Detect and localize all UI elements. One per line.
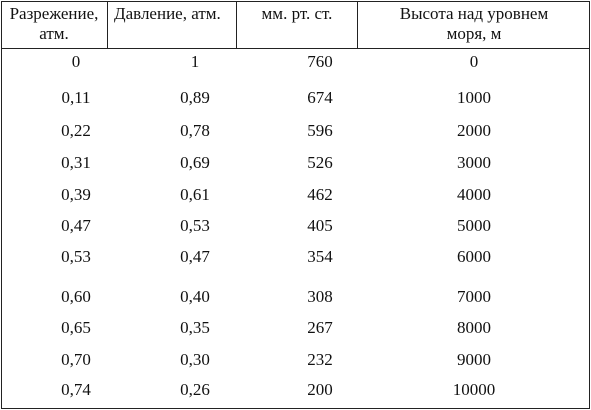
table-cell: 760: [307, 52, 333, 71]
table-cell: 0,40: [180, 287, 210, 306]
table-cell: 5000: [457, 216, 491, 235]
table-cell: 596: [307, 121, 333, 140]
table-cell: 4000: [457, 185, 491, 204]
table-cell: 0,35: [180, 318, 210, 337]
table-cell: 0,11: [61, 88, 91, 107]
table-cell: 2000: [457, 121, 491, 140]
table-cell: 0,60: [61, 287, 91, 306]
table-cell: 526: [307, 153, 333, 172]
table-cell: 354: [307, 247, 333, 266]
table-cell: 232: [307, 350, 333, 369]
table-cell: 0,39: [61, 185, 91, 204]
table-cell: 0,31: [61, 153, 91, 172]
table-cell: 308: [307, 287, 333, 306]
header-divider: [107, 1, 108, 48]
table-cell: 674: [307, 88, 333, 107]
header-cell: мм. рт. ст.: [261, 4, 333, 23]
table-cell: 405: [307, 216, 333, 235]
table-cell: 0: [469, 52, 479, 71]
header-divider: [236, 1, 237, 48]
table-cell: 0,47: [180, 247, 210, 266]
table-cell: 0,89: [180, 88, 210, 107]
table-cell: 200: [307, 380, 333, 399]
header-rule: [1, 48, 590, 49]
table-cell: 0: [71, 52, 81, 71]
table-cell: 0,61: [180, 185, 210, 204]
table-cell: 3000: [457, 153, 491, 172]
table-cell: 1: [190, 52, 200, 71]
header-cell: Высота над уровнем моря, м: [399, 4, 549, 43]
table-cell: 462: [307, 185, 333, 204]
table-cell: 7000: [457, 287, 491, 306]
header-divider: [357, 1, 358, 48]
table-cell: 9000: [457, 350, 491, 369]
table-cell: 0,47: [61, 216, 91, 235]
table-cell: 267: [307, 318, 333, 337]
table-cell: 0,69: [180, 153, 210, 172]
table-cell: 0,65: [61, 318, 91, 337]
table-cell: 1000: [457, 88, 491, 107]
header-cell: Разрежение, атм.: [9, 4, 99, 43]
table-cell: 0,70: [61, 350, 91, 369]
table-cell: 0,74: [61, 380, 91, 399]
table-cell: 0,30: [180, 350, 210, 369]
table-cell: 0,22: [61, 121, 91, 140]
table-cell: 0,53: [180, 216, 210, 235]
table-cell: 6000: [457, 247, 491, 266]
table-cell: 0,78: [180, 121, 210, 140]
table-cell: 0,26: [180, 380, 210, 399]
table-cell: 10000: [452, 380, 496, 399]
table-cell: 0,53: [61, 247, 91, 266]
table-cell: 8000: [457, 318, 491, 337]
header-cell: Давление, атм.: [114, 4, 221, 23]
